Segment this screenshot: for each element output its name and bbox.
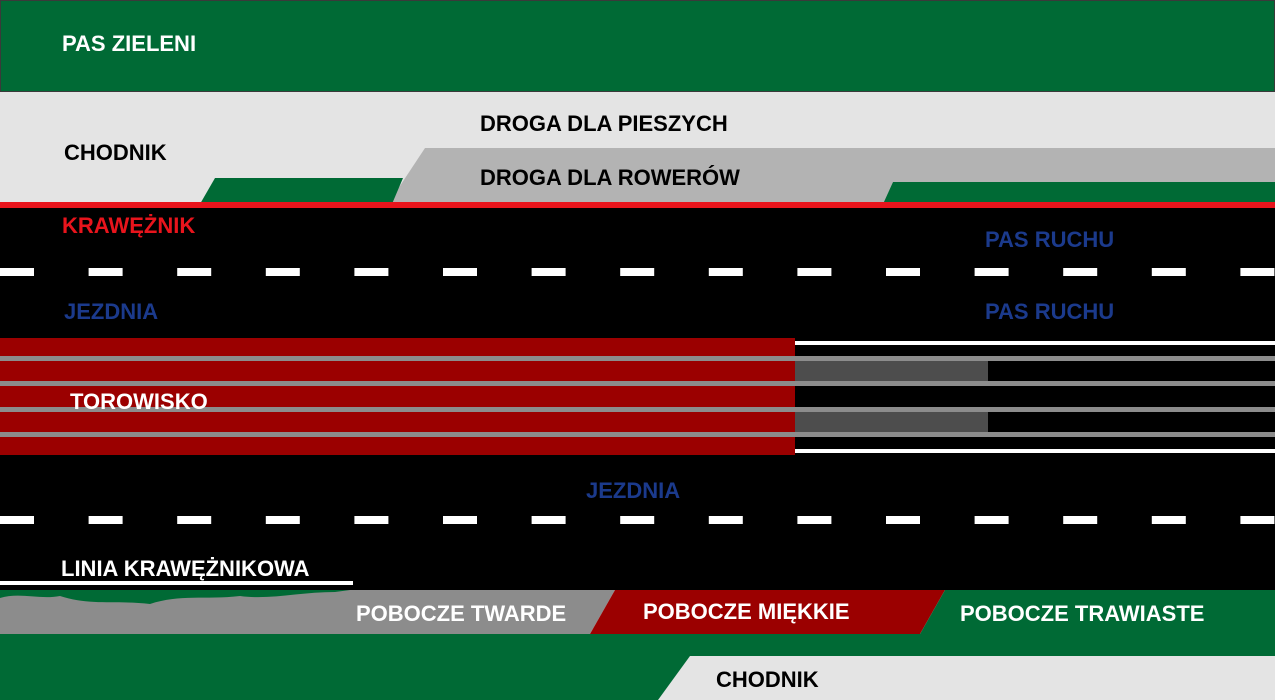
rail-line-4 [0,432,1275,437]
lane-divider-top-dash [1151,268,1186,276]
grass-shoulder-area [920,590,1275,634]
rail-line-2 [0,381,1275,386]
label-roadway-bottom: JEZDNIA [586,478,681,503]
lane-divider-top-dash [265,268,300,276]
lane-divider-top-dash [797,268,832,276]
label-hard-shoulder: POBOCZE TWARDE [356,601,567,626]
label-curb: KRAWĘŻNIK [62,213,196,238]
label-bike-path: DROGA DLA ROWERÓW [480,165,740,190]
lane-divider-bottom-dash [88,516,123,524]
rail-line-3 [0,407,1275,412]
label-grass-shoulder: POBOCZE TRAWIASTE [960,601,1205,626]
lane-divider-bottom-dash [620,516,655,524]
lane-divider-bottom-dash [1151,516,1186,524]
shoulder-edge-patch [0,590,350,604]
lane-divider-bottom-dash [531,516,566,524]
rail-dark-segment-upper [795,360,988,382]
curb-line [0,202,1275,208]
green-strip-right [883,182,1275,204]
label-sidewalk-top: CHODNIK [64,140,167,165]
track-edge-line-top [795,341,1275,345]
lane-divider-bottom-dash [354,516,389,524]
lane-divider-bottom-dash [443,516,477,524]
curb-line-white [0,581,353,585]
lane-divider-bottom-dash [708,516,743,524]
label-lane-mid: PAS RUCHU [985,299,1115,324]
lane-divider-top-dash [1063,268,1098,276]
lane-divider-top-dash [0,268,34,276]
lane-divider-bottom [0,516,1275,524]
lane-divider-top-dash [974,268,1009,276]
label-sidewalk-bottom: CHODNIK [716,667,819,692]
green-strip-left [200,178,403,204]
lane-divider-top-dash [708,268,743,276]
lane-divider-top-dash [1240,268,1275,276]
lane-divider-bottom-dash [177,516,212,524]
lane-divider-top-dash [354,268,389,276]
lane-divider-bottom-dash [797,516,832,524]
lane-divider-bottom-dash [1240,516,1275,524]
lane-divider-top [0,268,1275,276]
green-belt-area [0,0,1275,92]
lane-divider-bottom-dash [1063,516,1098,524]
lane-divider-bottom-dash [886,516,920,524]
label-curb-line: LINIA KRAWĘŻNIKOWA [61,556,310,581]
lane-divider-bottom-dash [974,516,1009,524]
bike-path-area [388,148,1275,204]
soft-shoulder-area [590,590,945,634]
lane-divider-top-dash [443,268,477,276]
label-lane-top: PAS RUCHU [985,227,1115,252]
rail-dark-segment-lower [795,410,988,432]
lane-divider-top-dash [88,268,123,276]
bottom-sidewalk-area [658,656,1275,700]
lane-divider-top-dash [886,268,920,276]
label-tram-track: TOROWISKO [70,389,208,414]
lane-divider-top-dash [531,268,566,276]
lane-divider-bottom-dash [0,516,34,524]
label-pedestrian-path: DROGA DLA PIESZYCH [480,111,728,136]
track-edge-line-bottom [795,449,1275,453]
label-green-belt: PAS ZIELENI [62,31,197,56]
lane-divider-bottom-dash [265,516,300,524]
label-roadway-top: JEZDNIA [64,299,159,324]
lane-divider-top-dash [177,268,212,276]
rail-line-1 [0,356,1275,361]
lane-divider-top-dash [620,268,655,276]
label-soft-shoulder: POBOCZE MIĘKKIE [643,599,850,624]
